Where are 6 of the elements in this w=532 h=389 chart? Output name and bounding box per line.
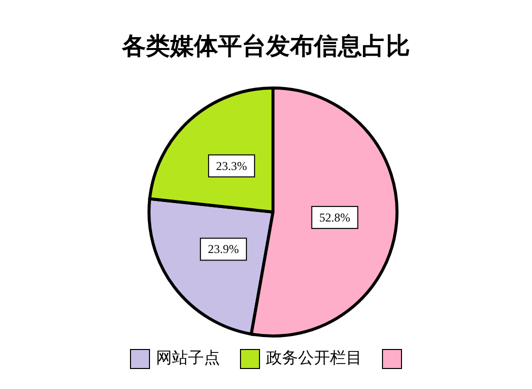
legend-label: 网站子点 [156,348,220,369]
data-label: 52.8% [319,210,350,224]
data-label: 23.3% [216,158,248,173]
legend-label: 政务公开栏目 [266,349,362,369]
data-label: 23.9% [208,242,239,256]
chart-title: 各类媒体平台发布信息占比 [120,32,411,62]
